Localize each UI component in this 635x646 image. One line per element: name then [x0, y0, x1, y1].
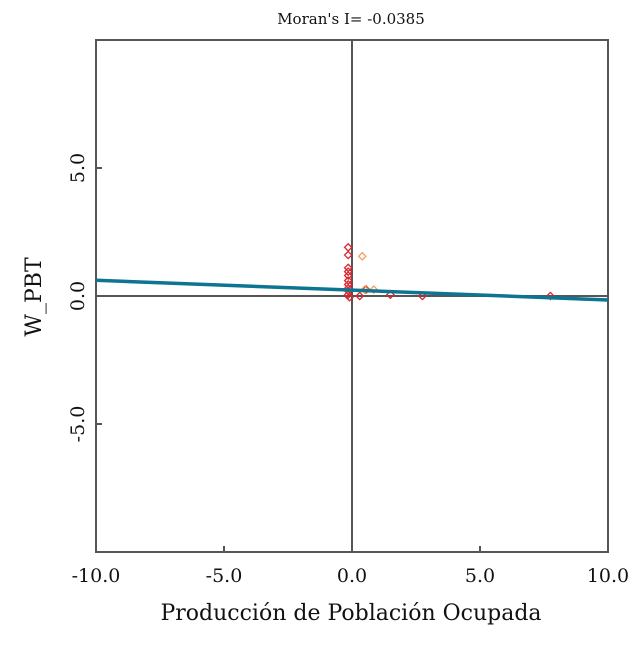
y-tick-label-2: -5.0: [67, 406, 89, 443]
plot-area: [95, 39, 609, 553]
x-tick-label-1: -5.0: [206, 565, 243, 587]
x-tick-label-3: 5.0: [465, 565, 495, 587]
data-point-s0-3: [343, 267, 353, 277]
data-point-s0-4: [343, 271, 353, 281]
axis-ticks: -10.0 -5.0 0.0 5.0 10.0 5.0 0.0 -5.0: [67, 153, 629, 587]
data-point-s0-14: [417, 291, 427, 301]
data-point-s0-11: [355, 291, 365, 301]
x-tick-label-0: -10.0: [72, 565, 121, 587]
x-tick-label-2: 0.0: [337, 565, 367, 587]
x-tick-label-4: 10.0: [587, 565, 629, 587]
x-axis-label: Producción de Población Ocupada: [160, 601, 541, 626]
regression-line: [95, 278, 609, 302]
data-point-s0-10: [344, 292, 354, 302]
data-point-s1-0: [357, 251, 367, 261]
data-point-s0-13: [385, 290, 395, 300]
chart-title: Moran's I= -0.0385: [277, 10, 425, 28]
y-tick-label-0: 5.0: [67, 153, 89, 183]
data-point-s0-12: [361, 285, 371, 295]
data-point-s0-0: [343, 242, 353, 252]
data-points: [343, 242, 555, 302]
y-axis-label: W_PBT: [22, 257, 47, 337]
data-point-s1-1: [360, 285, 370, 295]
data-point-s0-9: [343, 290, 353, 300]
y-tick-label-1: 0.0: [67, 281, 89, 311]
data-point-s1-2: [369, 285, 379, 295]
data-point-s0-15: [545, 291, 555, 301]
data-point-s0-1: [343, 250, 353, 260]
